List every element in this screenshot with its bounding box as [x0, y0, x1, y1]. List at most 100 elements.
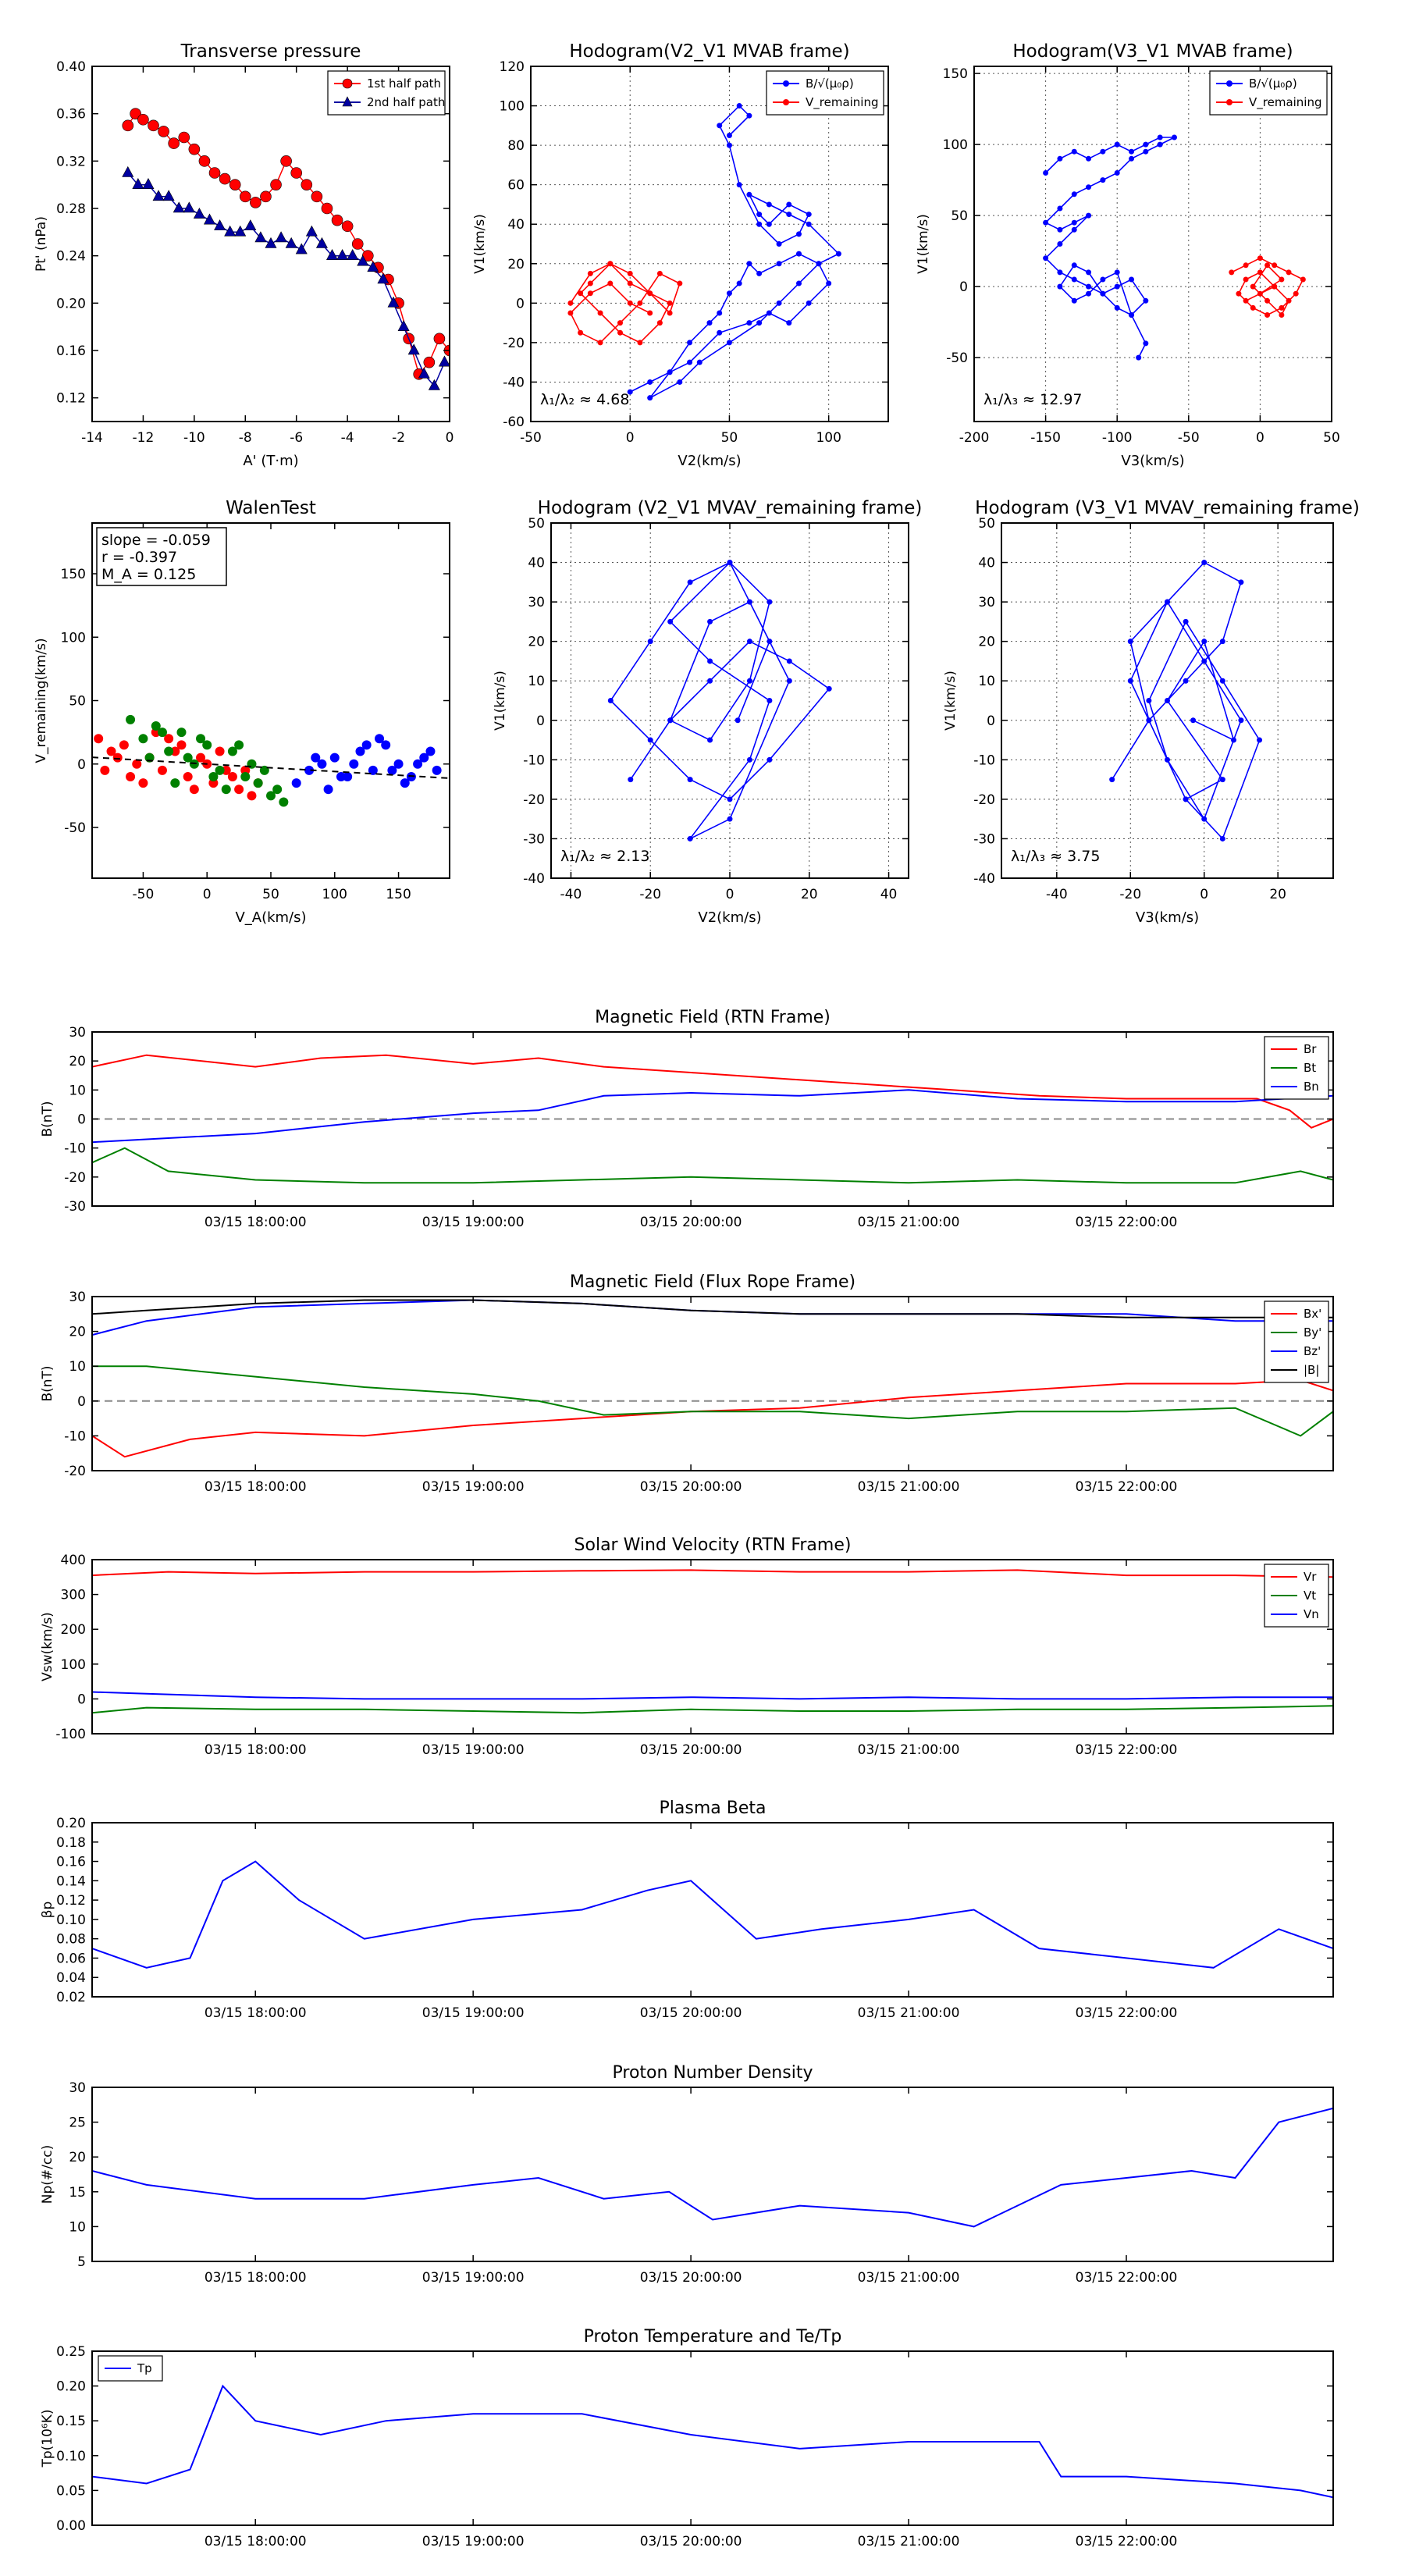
data-point: [247, 759, 257, 769]
legend: Tp: [98, 2355, 163, 2382]
data-point: [1057, 205, 1063, 212]
data-point: [766, 201, 772, 208]
x-tick-label: 03/15 19:00:00: [422, 2005, 525, 2021]
data-point: [736, 280, 742, 286]
plot-area: [92, 1054, 1333, 1184]
y-tick-label: 0.12: [56, 1893, 86, 1909]
data-point: [1264, 312, 1271, 318]
axes-box: [1001, 522, 1334, 879]
data-point: [667, 310, 673, 316]
y-tick-label: 60: [507, 178, 525, 194]
y-tick-label: -10: [973, 753, 995, 768]
x-tick-label: 100: [322, 887, 347, 902]
data-point: [806, 221, 812, 227]
data-point: [377, 272, 389, 284]
legend-box: [766, 70, 884, 116]
data-point: [1165, 756, 1170, 763]
x-axis-label: V_A(km/s): [235, 909, 306, 926]
y-tick-label: 0.00: [56, 2518, 86, 2534]
data-point: [193, 207, 205, 219]
data-point: [189, 785, 199, 795]
series-line-B/√(μ₀ρ): [629, 105, 840, 399]
x-tick-label: 0: [626, 430, 635, 446]
y-axis-label: V1(km/s): [916, 214, 931, 274]
x-tick-label: 03/15 22:00:00: [1076, 1479, 1178, 1495]
data-point: [1250, 304, 1256, 311]
data-point: [413, 759, 423, 769]
data-point: [1219, 777, 1225, 783]
data-point: [138, 778, 148, 788]
data-point: [647, 379, 653, 385]
x-tick-label: 03/15 22:00:00: [1076, 2534, 1178, 2549]
data-point: [677, 280, 683, 286]
y-tick-label: 10: [528, 674, 545, 689]
data-point: [756, 221, 763, 227]
data-point: [341, 220, 354, 233]
data-point: [183, 772, 193, 781]
y-tick-label: 0.20: [56, 296, 86, 311]
data-point: [627, 270, 633, 276]
axes-box: [91, 1822, 1334, 1998]
y-tick-label: -60: [503, 415, 525, 430]
data-point: [315, 237, 328, 248]
data-point: [290, 167, 303, 179]
data-point: [418, 367, 430, 379]
data-point: [756, 320, 763, 326]
legend-box: [1209, 70, 1328, 116]
data-point: [1257, 737, 1263, 743]
y-tick-label: 40: [507, 217, 525, 233]
data-point: [786, 678, 792, 684]
chart-title: Hodogram(V3_V1 MVAB frame): [1012, 41, 1293, 62]
data-point: [1057, 269, 1063, 276]
y-tick-label: 50: [528, 516, 545, 532]
data-point: [597, 340, 603, 346]
y-axis-label: V1(km/s): [943, 671, 959, 731]
data-point: [707, 737, 713, 743]
plot-area: [92, 1860, 1333, 1969]
x-tick-label: 0: [726, 887, 735, 902]
data-point: [1183, 796, 1189, 802]
data-point: [746, 261, 752, 267]
data-point: [776, 300, 782, 306]
data-point: [1190, 717, 1197, 724]
x-tick-label: -50: [1178, 430, 1200, 446]
series-line-Bx': [92, 1379, 1333, 1458]
data-point: [707, 618, 713, 624]
chart-pb: Plasma Beta 03/15 18:00:00 03/15 19:00:00 0…: [40, 1799, 1334, 2021]
data-point: [1114, 304, 1120, 311]
chart-title: Plasma Beta: [660, 1799, 767, 1818]
data-point: [1243, 297, 1249, 304]
data-point: [311, 190, 323, 203]
data-point: [1264, 262, 1271, 269]
data-point: [295, 243, 308, 254]
data-point: [234, 225, 247, 237]
data-point: [1086, 269, 1092, 276]
data-point: [279, 797, 289, 807]
y-tick-label: 0: [77, 1692, 86, 1707]
series-line-Vt: [92, 1705, 1333, 1714]
data-point: [1243, 276, 1249, 283]
x-tick-label: -40: [560, 887, 582, 902]
series-line-B/√(μ₀ρ): [1044, 137, 1175, 358]
data-point: [1201, 560, 1208, 566]
chart-tpt: Proton Temperature and Te/Tp 03/15 18:00:…: [40, 2327, 1334, 2549]
data-point: [687, 835, 693, 841]
data-point: [183, 201, 195, 213]
data-point: [178, 131, 190, 144]
data-point: [198, 155, 211, 167]
data-point: [1286, 297, 1292, 304]
y-tick-label: 10: [69, 1083, 86, 1098]
y-tick-label: 10: [69, 2219, 86, 2235]
data-point: [1257, 255, 1263, 262]
chart-title: WalenTest: [226, 498, 316, 518]
series-line-Bt: [92, 1147, 1333, 1184]
y-tick-label: 20: [69, 2150, 86, 2165]
plot-area: [92, 2384, 1333, 2499]
series-line-2nd half path: [127, 173, 446, 387]
x-tick-label: 03/15 22:00:00: [1076, 2005, 1178, 2021]
data-point: [786, 320, 792, 326]
y-tick-label: 0.10: [56, 1912, 86, 1928]
y-axis-label: Pt' (nPa): [34, 216, 49, 272]
data-point: [627, 389, 633, 395]
